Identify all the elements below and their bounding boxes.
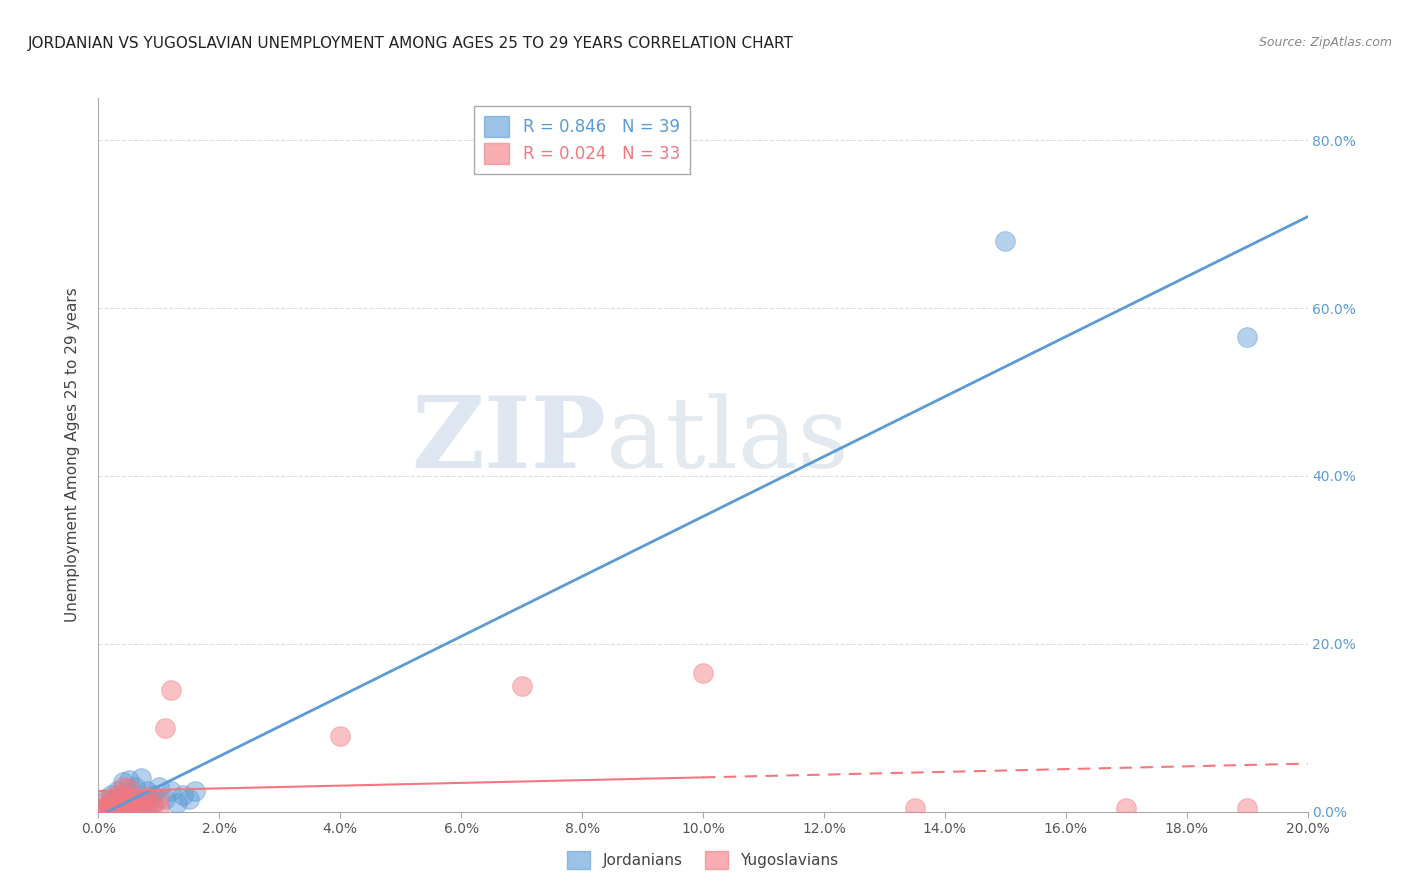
Point — [87, 802, 110, 816]
Legend: Jordanians, Yugoslavians: Jordanians, Yugoslavians — [561, 845, 845, 875]
Point — [135, 783, 157, 797]
Point — [124, 780, 146, 794]
Point — [111, 797, 134, 812]
Point — [87, 803, 110, 817]
Point — [118, 795, 141, 809]
Point — [100, 788, 122, 802]
Point — [118, 797, 141, 811]
Point — [118, 772, 141, 787]
Point — [135, 800, 157, 814]
Point — [105, 792, 128, 806]
Point — [100, 797, 122, 811]
Point — [111, 775, 134, 789]
Point — [118, 800, 141, 814]
Point — [93, 800, 115, 814]
Point — [111, 797, 134, 811]
Point — [148, 780, 170, 794]
Point — [179, 792, 201, 806]
Point — [93, 800, 115, 814]
Point — [142, 797, 165, 811]
Point — [124, 797, 146, 812]
Point — [105, 788, 128, 802]
Point — [184, 783, 207, 797]
Point — [105, 783, 128, 797]
Point — [172, 788, 194, 802]
Point — [118, 781, 141, 796]
Point — [129, 800, 152, 814]
Point — [692, 666, 714, 681]
Point — [142, 788, 165, 802]
Point — [166, 797, 188, 811]
Point — [100, 797, 122, 811]
Point — [118, 800, 141, 814]
Point — [105, 797, 128, 811]
Point — [111, 800, 134, 814]
Point — [1236, 800, 1258, 814]
Point — [124, 792, 146, 806]
Point — [160, 683, 183, 698]
Point — [160, 783, 183, 797]
Point — [129, 800, 152, 814]
Point — [135, 792, 157, 806]
Point — [1236, 330, 1258, 344]
Point — [904, 800, 927, 814]
Point — [148, 800, 170, 814]
Point — [93, 795, 115, 809]
Text: atlas: atlas — [606, 392, 849, 489]
Point — [111, 780, 134, 794]
Point — [135, 797, 157, 812]
Point — [105, 802, 128, 816]
Text: JORDANIAN VS YUGOSLAVIAN UNEMPLOYMENT AMONG AGES 25 TO 29 YEARS CORRELATION CHAR: JORDANIAN VS YUGOSLAVIAN UNEMPLOYMENT AM… — [28, 36, 794, 51]
Point — [142, 797, 165, 812]
Point — [1115, 800, 1137, 814]
Point — [129, 771, 152, 785]
Point — [111, 803, 134, 817]
Point — [148, 792, 170, 806]
Point — [105, 803, 128, 817]
Point — [93, 792, 115, 806]
Point — [153, 792, 176, 806]
Point — [100, 800, 122, 814]
Point — [153, 721, 176, 735]
Point — [111, 795, 134, 809]
Point — [118, 786, 141, 800]
Point — [111, 789, 134, 804]
Text: ZIP: ZIP — [412, 392, 606, 489]
Point — [129, 792, 152, 806]
Point — [135, 789, 157, 804]
Point — [129, 792, 152, 806]
Point — [994, 234, 1017, 248]
Point — [329, 729, 352, 743]
Point — [105, 800, 128, 814]
Point — [100, 800, 122, 814]
Text: Source: ZipAtlas.com: Source: ZipAtlas.com — [1258, 36, 1392, 49]
Point — [510, 679, 533, 693]
Point — [124, 792, 146, 806]
Point — [111, 788, 134, 802]
Point — [124, 800, 146, 814]
Y-axis label: Unemployment Among Ages 25 to 29 years: Unemployment Among Ages 25 to 29 years — [65, 287, 80, 623]
Point — [100, 792, 122, 806]
